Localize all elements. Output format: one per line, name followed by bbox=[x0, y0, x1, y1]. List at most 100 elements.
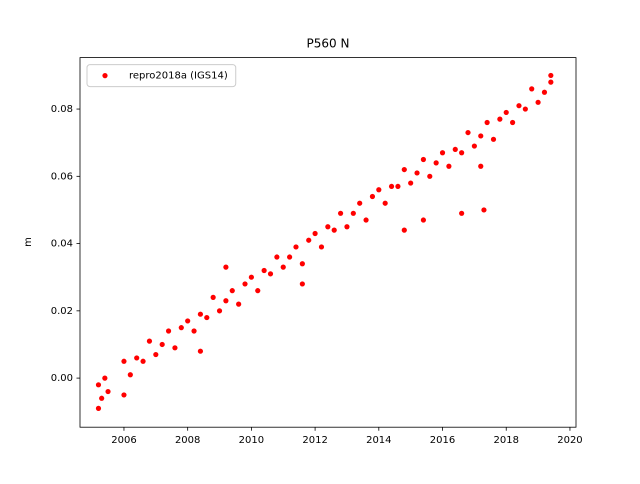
data-point bbox=[172, 345, 178, 351]
data-point bbox=[312, 230, 318, 237]
data-point bbox=[280, 264, 286, 270]
data-point bbox=[178, 325, 184, 331]
x-tick-label: 2008 bbox=[175, 435, 200, 446]
data-point bbox=[401, 166, 407, 173]
y-tick-label: 0.02 bbox=[51, 306, 73, 317]
y-tick-label: 0.00 bbox=[51, 373, 73, 384]
data-point bbox=[153, 351, 159, 358]
data-point bbox=[481, 207, 487, 213]
x-tick-label: 2016 bbox=[430, 435, 455, 446]
data-point bbox=[350, 210, 356, 216]
data-point bbox=[121, 358, 127, 364]
data-point bbox=[325, 224, 331, 230]
data-point bbox=[197, 311, 204, 317]
data-point bbox=[165, 328, 172, 334]
data-point bbox=[541, 89, 548, 95]
y-axis-label: m bbox=[23, 237, 34, 247]
x-tick-label: 2018 bbox=[494, 435, 519, 446]
data-point bbox=[99, 395, 105, 401]
data-point bbox=[516, 103, 522, 109]
data-point bbox=[369, 193, 376, 200]
data-point bbox=[388, 183, 395, 190]
data-point bbox=[510, 119, 516, 126]
data-point bbox=[459, 150, 465, 156]
data-point bbox=[427, 173, 433, 179]
x-tick-label: 2012 bbox=[302, 435, 327, 446]
plot-frame bbox=[79, 57, 577, 428]
data-point bbox=[357, 200, 363, 206]
data-point bbox=[105, 388, 111, 395]
data-point bbox=[522, 106, 528, 112]
data-point bbox=[471, 143, 477, 149]
data-point bbox=[382, 200, 388, 206]
y-tick-label: 0.06 bbox=[51, 171, 73, 182]
data-point bbox=[216, 308, 223, 314]
data-point bbox=[433, 160, 439, 166]
data-point bbox=[255, 288, 261, 294]
data-point bbox=[529, 86, 535, 92]
data-point bbox=[465, 129, 471, 136]
data-point bbox=[548, 72, 554, 79]
data-point bbox=[439, 150, 446, 156]
data-point bbox=[414, 170, 420, 176]
data-point bbox=[478, 163, 484, 169]
data-point bbox=[95, 382, 102, 388]
data-point bbox=[420, 156, 427, 163]
data-point bbox=[223, 298, 229, 304]
data-point bbox=[95, 405, 102, 411]
data-point bbox=[484, 119, 490, 126]
data-point bbox=[127, 372, 133, 378]
data-point bbox=[236, 301, 242, 307]
data-point bbox=[261, 267, 267, 274]
data-point bbox=[134, 355, 140, 361]
legend-marker bbox=[102, 73, 108, 79]
data-point bbox=[363, 217, 369, 223]
data-point bbox=[446, 163, 452, 169]
data-point bbox=[535, 99, 541, 105]
data-point bbox=[210, 294, 216, 300]
data-point bbox=[159, 341, 165, 348]
data-point bbox=[299, 261, 305, 267]
y-tick-label: 0.08 bbox=[51, 104, 73, 115]
data-point bbox=[331, 227, 337, 233]
data-point bbox=[299, 281, 305, 287]
data-point bbox=[248, 274, 254, 280]
data-point bbox=[459, 210, 465, 216]
data-point bbox=[318, 244, 325, 250]
data-point bbox=[102, 375, 108, 381]
data-point bbox=[223, 264, 229, 270]
data-point bbox=[497, 116, 503, 122]
data-point bbox=[408, 180, 414, 186]
data-point bbox=[267, 271, 274, 277]
data-point bbox=[401, 227, 407, 233]
data-point bbox=[204, 314, 210, 321]
data-point bbox=[242, 281, 248, 287]
y-tick-label: 0.04 bbox=[51, 239, 73, 250]
data-point bbox=[548, 79, 554, 85]
data-point bbox=[197, 348, 204, 354]
data-point bbox=[191, 328, 197, 334]
x-tick-label: 2020 bbox=[557, 435, 582, 446]
data-point bbox=[490, 136, 497, 142]
data-point bbox=[344, 224, 350, 230]
data-point bbox=[395, 183, 401, 190]
data-point bbox=[478, 133, 484, 139]
data-point bbox=[229, 288, 235, 294]
chart-title: P560 N bbox=[307, 37, 350, 51]
data-point bbox=[306, 237, 312, 243]
data-point bbox=[293, 244, 299, 250]
data-point bbox=[337, 210, 344, 216]
data-point bbox=[503, 109, 509, 116]
data-point bbox=[376, 187, 382, 193]
data-point bbox=[121, 392, 127, 398]
legend-box bbox=[86, 64, 237, 88]
data-point bbox=[452, 146, 458, 153]
legend-label: repro2018a (IGS14) bbox=[129, 71, 228, 82]
data-point bbox=[287, 254, 293, 260]
data-point bbox=[140, 358, 146, 364]
data-point bbox=[274, 254, 280, 260]
x-tick-label: 2006 bbox=[111, 435, 136, 446]
data-point bbox=[185, 318, 191, 324]
x-tick-label: 2014 bbox=[366, 435, 391, 446]
